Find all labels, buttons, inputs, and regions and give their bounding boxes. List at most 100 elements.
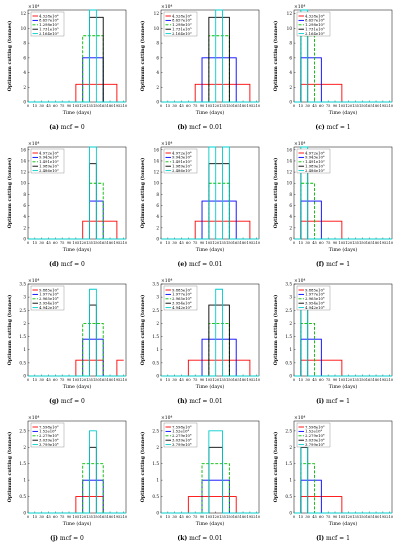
x-tick-label: 135 [86,241,94,245]
y-tick-label: 2 [289,225,292,230]
x-tick-label: 105 [72,515,80,519]
x-tick-label: 0 [293,104,296,108]
series-line [28,200,126,240]
legend-entry: 2.279e10⁴ [39,433,59,438]
x-tick-label: 165 [233,104,241,108]
x-tick-label: 165 [100,515,108,519]
x-tick-label: 105 [338,104,346,108]
y-tick-label: 10 [154,26,160,31]
x-tick-label: 150 [359,241,367,245]
x-tick-label: 0 [160,378,163,382]
x-tick-label: 60 [186,241,191,245]
x-tick-label: 15 [33,104,38,108]
x-tick-label: 60 [319,104,324,108]
series-line [161,83,259,103]
x-tick-label: 105 [72,378,80,382]
x-tick-label: 210 [253,378,261,382]
y-tick-label: 6 [156,55,159,60]
y-tick-label: 3.5 [19,282,26,287]
x-tick-label: 45 [179,515,184,519]
y-axis-label: Optimum cutting (tonnes) [272,432,279,503]
series-line [28,322,126,377]
chart-panel-j: 0 0.5 1 1.5 2 2.5 0 15 30 45 60 75 90 105 120 135 150 165… [2,413,132,549]
legend-entry: 1.491e10⁵ [172,159,192,164]
y-exponent-label: ×10⁴ [161,141,172,147]
x-tick-label: 120 [212,104,220,108]
panel-caption: (g) mcf = 0 [2,398,132,405]
y-tick-label: 0 [156,374,159,379]
y-tick-label: 10 [21,26,27,31]
x-axis-label: Time (days) [196,246,225,253]
x-tick-label: 90 [67,378,72,382]
legend-entry: 3.039e10⁴ [172,438,192,443]
y-tick-label: 0.5 [19,360,26,365]
x-tick-label: 90 [67,515,72,519]
panel-caption-label: (b) [177,124,188,131]
x-tick-label: 195 [113,241,121,245]
x-tick-label: 135 [352,241,360,245]
y-tick-label: 2.5 [19,428,26,433]
series-line [28,220,126,240]
x-tick-label: 30 [39,104,44,108]
series-line [161,322,259,377]
y-tick-label: 1.5 [152,461,159,466]
x-tick-label: 90 [200,515,205,519]
x-tick-label: 180 [107,241,115,245]
x-tick-label: 165 [233,515,241,519]
x-tick-label: 210 [386,515,394,519]
x-tick-label: 150 [359,378,367,382]
y-tick-label: 0.5 [19,494,26,499]
y-axis-label: Optimum cutting (tonnes) [272,21,279,92]
y-tick-label: 10 [21,181,27,186]
series-line [161,430,259,514]
y-tick-label: 3.5 [152,282,159,287]
legend-entry: 3.954e10⁴ [172,301,192,306]
legend-entry: 1.52e10⁴ [39,429,57,434]
x-tick-label: 195 [246,104,254,108]
legend-entry: 1.989e10⁵ [39,164,59,169]
x-tick-label: 105 [338,515,346,519]
x-tick-label: 180 [240,378,248,382]
legend-entry: 1.989e10⁵ [305,164,325,169]
y-tick-label: 2 [289,445,292,450]
legend-entry: 9.885e10³ [172,287,192,292]
series-line [28,9,126,103]
y-tick-label: 3.5 [285,282,292,287]
chart-panel-f: 0 2 4 6 8 10 12 14 16 0 15 30 45 60 75 90 105 120 135 150 16… [268,139,398,275]
x-tick-label: 15 [299,515,304,519]
x-tick-label: 165 [366,104,374,108]
x-tick-label: 30 [305,104,310,108]
legend-entry: 8.657e10⁴ [172,18,192,23]
x-tick-label: 165 [233,241,241,245]
legend-entry: 1.977e10⁴ [305,292,325,297]
x-tick-label: 135 [86,378,94,382]
x-tick-label: 15 [166,378,171,382]
x-tick-label: 15 [166,104,171,108]
x-tick-label: 120 [345,104,353,108]
legend-entry: 2.164e10⁵ [39,31,59,36]
legend-entry: 1.989e10⁵ [172,164,192,169]
panel-caption-text: mcf = 0 [58,124,85,131]
legend-entry: 9.943e10⁴ [305,155,325,160]
x-tick-label: 105 [205,241,213,245]
panel-caption: (a) mcf = 0 [2,124,132,131]
y-tick-label: 6 [289,203,292,208]
chart-svg-g: 00.511.522.533.50 15 30 45 60 75 90 105 120 135 15… [6,278,128,390]
x-tick-label: 195 [246,515,254,519]
x-tick-label: 150 [226,515,234,519]
x-tick-label: 60 [319,378,324,382]
y-exponent-label: ×10⁴ [28,141,39,147]
chart-svg-k: 00.511.522.50 15 30 45 60 75 90 105 120 135 150 165… [139,415,261,527]
y-tick-label: 0 [23,374,26,379]
x-tick-label: 195 [113,515,121,519]
panel-caption-label: (i) [316,398,325,405]
x-tick-label: 60 [53,104,58,108]
x-tick-label: 60 [53,515,58,519]
x-tick-label: 105 [72,104,80,108]
series-line [294,9,392,103]
x-tick-label: 75 [60,515,65,519]
legend-entry: 4.972e10⁴ [172,150,192,155]
x-tick-label: 90 [333,378,338,382]
